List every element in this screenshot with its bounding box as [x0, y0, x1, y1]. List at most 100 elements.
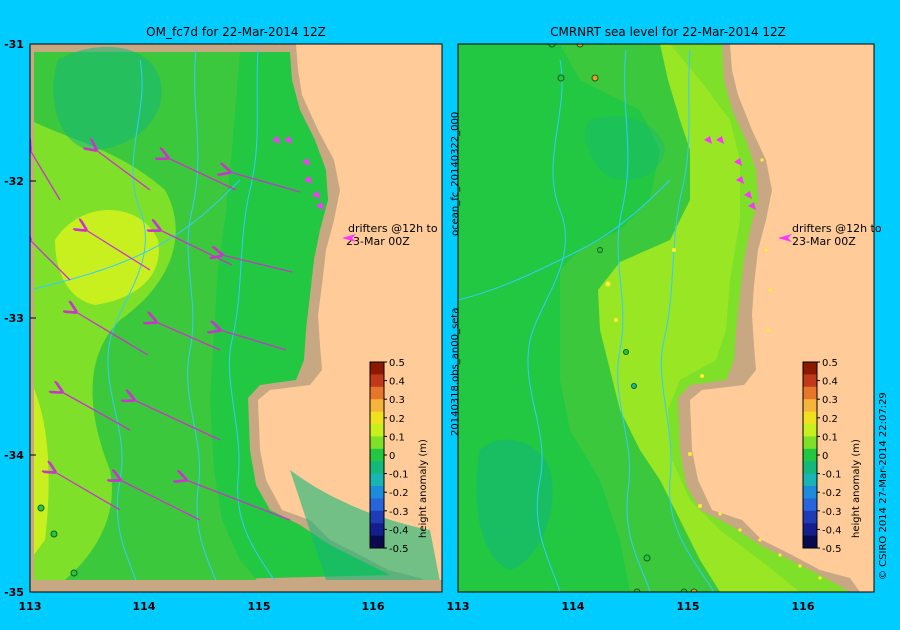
left-eddy-high — [55, 210, 159, 305]
left-drifter-note-line1: drifters @12h to — [348, 222, 438, 235]
left-observation-markers — [37, 504, 78, 577]
colorbar-swatch — [803, 473, 817, 487]
colorbar-tick-label: -0.3 — [822, 507, 842, 518]
colorbar-swatch — [370, 535, 384, 549]
colorbar-swatch — [370, 436, 384, 450]
right-drifter-note-pointer-icon — [778, 234, 792, 242]
colorbar-tick-label: -0.2 — [822, 488, 842, 499]
right-map-panel: CMRNRT sea level for 22-Mar-2014 12Z dri… — [450, 25, 882, 593]
colorbar-swatch — [370, 362, 384, 375]
lon-tick-label: 114 — [562, 600, 585, 613]
left-panel-title: OM_fc7d for 22-Mar-2014 12Z — [146, 25, 326, 39]
latitude-axis: -31 -32 -33 -34 -35 — [4, 38, 36, 599]
colorbar-tick-label: -0.3 — [389, 507, 409, 518]
colorbar-tick-label: 0.2 — [822, 414, 838, 425]
longitude-axis-right: 113 114 115 116 — [447, 600, 815, 613]
right-eddy-low-north — [584, 116, 665, 181]
colorbar-swatch — [803, 498, 817, 512]
right-side-label-bottom: 20140318.obs_an00_seta — [450, 308, 461, 436]
colorbar-tick-label: 0.3 — [389, 395, 405, 406]
right-map-frame — [457, 43, 875, 593]
left-south-low — [290, 470, 442, 592]
right-side-label-top: ocean_fc_20140322_000 — [450, 112, 461, 236]
colorbar-label: height anomaly (m) — [418, 439, 429, 538]
colorbar-swatch — [370, 486, 384, 499]
colorbar-swatch — [803, 448, 817, 462]
colorbar-swatch — [803, 374, 817, 388]
right-drifter-markers — [704, 136, 756, 210]
left-map-panel: OM_fc7d for 22-Mar-2014 12Z drifters @12… — [29, 25, 443, 593]
colorbar-label: height anomaly (m) — [851, 439, 862, 538]
lat-tick-label: -35 — [4, 586, 24, 599]
right-drifter-note-line1: drifters @12h to — [792, 222, 882, 235]
colorbar-swatch — [803, 486, 817, 499]
colorbar-swatch — [803, 424, 817, 437]
colorbar-swatch — [370, 461, 384, 475]
colorbar-tick-label: 0.5 — [389, 358, 405, 369]
colorbar-swatch — [803, 436, 817, 450]
left-coast-high — [30, 380, 49, 560]
lon-tick-label: 113 — [447, 600, 470, 613]
lat-tick-label: -34 — [4, 449, 24, 462]
right-drifter-note-line2: 23-Mar 00Z — [792, 235, 856, 248]
colorbar-tick-label: -0.4 — [822, 525, 842, 536]
lat-tick-label: -31 — [4, 38, 24, 51]
colorbar-swatch — [370, 399, 384, 413]
colorbar-tick-label: 0.5 — [822, 358, 838, 369]
colorbar-swatch — [370, 411, 384, 425]
colorbar-tick-label: 0.1 — [389, 432, 405, 443]
right-colorbar: 0.5 0.4 0.3 0.2 0.1 0 -0.1 -0.2 -0.3 -0.4 -0.5 heig… — [802, 358, 862, 555]
colorbar-swatch — [370, 473, 384, 487]
colorbar-tick-label: -0.5 — [822, 544, 842, 555]
colorbar-swatch — [803, 523, 817, 537]
right-panel-title: CMRNRT sea level for 22-Mar-2014 12Z — [550, 25, 786, 39]
lon-tick-label: 116 — [362, 600, 385, 613]
colorbar-tick-label: -0.5 — [389, 544, 409, 555]
colorbar-swatch — [370, 510, 384, 524]
colorbar-tick-label: 0.4 — [822, 377, 838, 388]
right-observation-markers — [548, 44, 698, 592]
colorbar-tick-label: 0.1 — [822, 432, 838, 443]
right-eddy-low — [476, 439, 553, 570]
colorbar-tick-label: 0 — [822, 451, 828, 462]
colorbar-tick-label: 0.3 — [822, 395, 838, 406]
latitude-tick-marks — [30, 43, 36, 593]
left-bottom-edge — [30, 580, 442, 592]
colorbar-swatch — [370, 448, 384, 462]
colorbar-tick-label: -0.2 — [389, 488, 409, 499]
lon-tick-label: 116 — [792, 600, 815, 613]
right-ocean-field — [458, 44, 860, 592]
left-drifter-note-pointer-icon — [342, 234, 356, 242]
colorbar-swatch — [370, 424, 384, 437]
colorbar-tick-label: 0 — [389, 451, 395, 462]
colorbar-swatch — [803, 510, 817, 524]
colorbar-swatch — [370, 386, 384, 400]
colorbar-swatch — [370, 374, 384, 388]
lat-tick-label: -33 — [4, 312, 24, 325]
lon-tick-label: 115 — [248, 600, 271, 613]
left-ocean-field — [30, 44, 442, 592]
colorbar-tick-label: -0.1 — [389, 470, 409, 481]
longitude-axis-left: 113 114 115 116 — [19, 600, 385, 613]
right-bathymetry-contours — [458, 49, 715, 592]
colorbar-swatch — [370, 523, 384, 537]
colorbar-swatch — [803, 535, 817, 549]
lon-tick-label: 114 — [133, 600, 156, 613]
colorbar-tick-label: 0.4 — [389, 377, 405, 388]
right-observation-dots — [605, 158, 822, 580]
lat-tick-label: -32 — [4, 175, 24, 188]
left-drifter-note-line2: 23-Mar 00Z — [346, 235, 410, 248]
colorbar-swatch — [803, 461, 817, 475]
left-colorbar: 0.5 0.4 0.3 0.2 0.1 0 -0.1 -0.2 -0.3 -0.4 -0.5 heig… — [369, 358, 429, 555]
colorbar-swatch — [803, 386, 817, 400]
lon-tick-label: 113 — [19, 600, 42, 613]
left-drifter-markers — [272, 136, 324, 210]
left-eddy-low — [53, 46, 162, 150]
colorbar-tick-label: -0.1 — [822, 470, 842, 481]
colorbar-swatch — [803, 411, 817, 425]
colorbar-swatch — [803, 362, 817, 375]
lon-tick-label: 115 — [677, 600, 700, 613]
left-velocity-arrows — [30, 150, 301, 521]
colorbar-tick-label: 0.2 — [389, 414, 405, 425]
